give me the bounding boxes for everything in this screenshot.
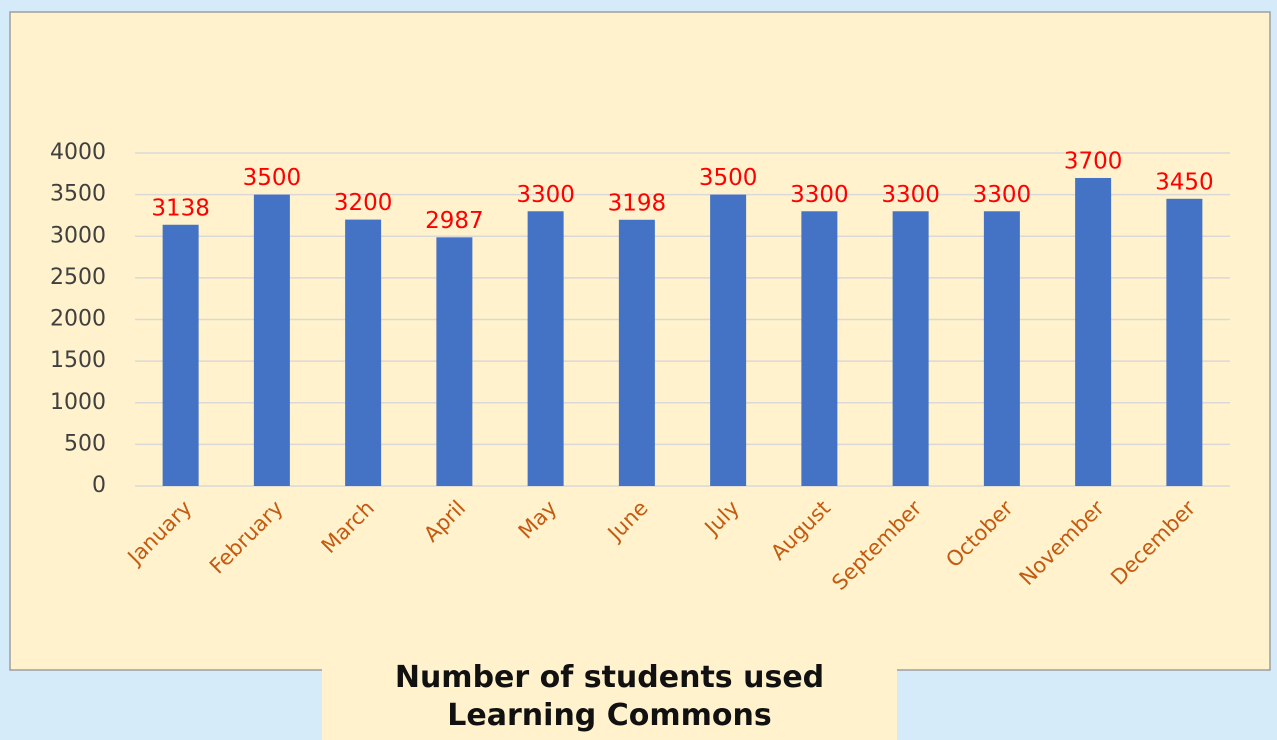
y-tick-label: 0 bbox=[92, 473, 106, 498]
value-label: 3500 bbox=[243, 165, 302, 191]
bar bbox=[1075, 177, 1112, 486]
y-tick-label: 2000 bbox=[50, 307, 106, 332]
bar bbox=[801, 211, 838, 486]
y-tick-label: 2500 bbox=[50, 265, 106, 290]
y-tick-label: 3000 bbox=[50, 223, 106, 248]
value-label: 3300 bbox=[881, 182, 940, 208]
value-label: 3138 bbox=[151, 195, 210, 221]
bar bbox=[710, 194, 747, 486]
bar bbox=[618, 219, 655, 487]
value-label: 3300 bbox=[516, 182, 575, 208]
bar bbox=[253, 194, 290, 486]
bar bbox=[436, 237, 473, 486]
value-label: 3300 bbox=[973, 182, 1032, 208]
chart-title: Number of students used Learning Commons bbox=[322, 655, 897, 740]
y-tick-label: 3500 bbox=[50, 182, 106, 207]
bar bbox=[162, 224, 199, 486]
value-label: 3500 bbox=[699, 165, 758, 191]
value-label: 3300 bbox=[790, 182, 849, 208]
value-label: 3198 bbox=[608, 190, 667, 216]
bar bbox=[983, 211, 1020, 486]
y-tick-label: 500 bbox=[64, 431, 106, 456]
y-tick-label: 1000 bbox=[50, 390, 106, 415]
bar bbox=[527, 211, 564, 486]
value-label: 3700 bbox=[1064, 148, 1123, 174]
y-tick-label: 4000 bbox=[50, 140, 106, 165]
value-label: 3200 bbox=[334, 190, 393, 216]
value-label: 3450 bbox=[1155, 169, 1214, 195]
bar bbox=[1166, 198, 1203, 486]
bar bbox=[345, 219, 382, 486]
bar bbox=[892, 211, 929, 486]
y-tick-label: 1500 bbox=[50, 348, 106, 373]
value-label: 2987 bbox=[425, 208, 484, 234]
